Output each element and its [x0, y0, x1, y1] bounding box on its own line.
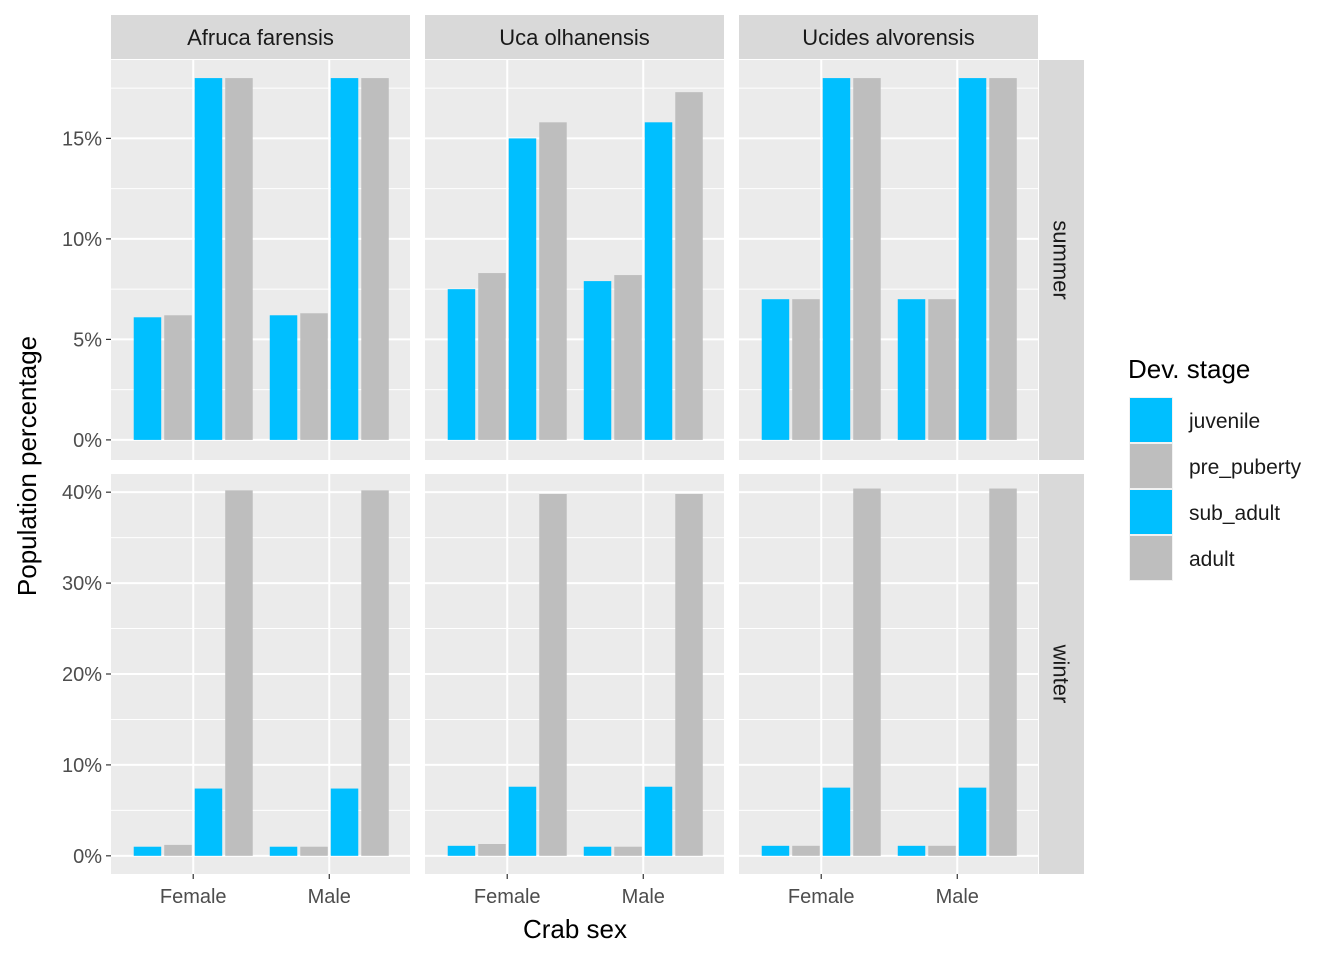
bar-pre-puberty-male: [300, 846, 328, 856]
bar-pre-puberty-male: [928, 845, 956, 856]
bar-pre-puberty-male: [614, 275, 642, 440]
bar-pre-puberty-female: [792, 845, 820, 856]
bar-juvenile-female: [761, 299, 790, 440]
strip-uca-olhanensis: [425, 15, 724, 59]
panel-summer-uca-olhanensis: [425, 60, 724, 460]
y-tick-label-winter-1: 10%: [62, 755, 102, 777]
y-tick-label-winter-0: 0%: [73, 846, 102, 868]
legend-title: Dev. stage: [1128, 354, 1250, 384]
y-tick-label-winter-2: 20%: [62, 664, 102, 686]
strip-ucides-alvorensis: [739, 15, 1038, 59]
bar-adult-male: [989, 488, 1017, 856]
bar-adult-female: [853, 78, 881, 440]
bar-pre-puberty-female: [478, 844, 506, 856]
strip-label-winter: winter: [1049, 644, 1074, 704]
bar-adult-female: [539, 494, 567, 856]
strip-label-uca-olhanensis: Uca olhanensis: [499, 25, 649, 50]
bar-pre-puberty-female: [164, 844, 192, 856]
bar-adult-male: [675, 92, 703, 440]
panel-winter-uca-olhanensis: [425, 474, 724, 874]
bar-adult-male: [989, 78, 1017, 440]
legend-label-pre-puberty: pre_puberty: [1189, 456, 1302, 479]
x-tick-label-female: Female: [160, 886, 227, 908]
bar-juvenile-male: [897, 299, 926, 440]
bar-juvenile-male: [583, 846, 612, 856]
bar-pre-puberty-female: [792, 299, 820, 440]
x-tick-label-male: Male: [936, 886, 979, 908]
strip-label-ucides-alvorensis: Ucides alvorensis: [802, 25, 974, 50]
panel-summer-ucides-alvorensis: [739, 60, 1038, 460]
bar-juvenile-female: [447, 289, 476, 440]
legend-swatch-juvenile: [1130, 398, 1172, 442]
x-tick-label-female: Female: [474, 886, 541, 908]
legend-swatch-pre-puberty: [1130, 444, 1172, 488]
bar-pre-puberty-female: [478, 273, 506, 440]
bar-juvenile-male: [897, 845, 926, 856]
bar-adult-female: [225, 78, 253, 440]
legend-label-juvenile: juvenile: [1188, 410, 1260, 433]
bar-juvenile-female: [133, 317, 162, 440]
bar-sub-adult-male: [644, 786, 673, 856]
bar-juvenile-female: [133, 846, 162, 856]
legend: Dev. stage juvenile pre_puberty sub_adulta…: [1128, 354, 1302, 581]
strip-afruca-farensis: [111, 15, 410, 59]
bar-sub-adult-female: [508, 138, 537, 440]
legend-label-adult: adult: [1189, 548, 1235, 571]
panel-winter-ucides-alvorensis: [739, 474, 1038, 874]
bar-sub-adult-female: [194, 788, 223, 856]
legend-label-sub-adult: sub_adult: [1189, 502, 1280, 525]
x-tick-label-female: Female: [788, 886, 855, 908]
y-tick-label-summer-3: 15%: [62, 128, 102, 150]
bar-pre-puberty-male: [928, 299, 956, 440]
x-tick-label-male: Male: [622, 886, 665, 908]
bar-sub-adult-male: [958, 787, 987, 856]
x-tick-label-male: Male: [308, 886, 351, 908]
strip-label-summer: summer: [1049, 220, 1074, 299]
bar-juvenile-male: [269, 315, 298, 440]
strip-winter: [1039, 474, 1084, 874]
bar-sub-adult-female: [508, 786, 537, 856]
bar-juvenile-male: [269, 846, 298, 856]
bar-pre-puberty-male: [300, 313, 328, 440]
bar-sub-adult-female: [822, 787, 851, 856]
panel-summer-afruca-farensis: [111, 60, 410, 460]
legend-swatch-sub-adult: [1130, 490, 1172, 534]
bar-sub-adult-female: [194, 78, 223, 440]
bar-pre-puberty-female: [164, 315, 192, 440]
strip-summer: [1039, 60, 1084, 460]
y-tick-label-summer-1: 5%: [73, 329, 102, 351]
bar-adult-male: [361, 78, 389, 440]
y-tick-label-winter-3: 30%: [62, 573, 102, 595]
panels-layer: Afruca farensis Uca olhanensis Ucides alvo…: [62, 15, 1084, 908]
y-tick-label-winter-4: 40%: [62, 482, 102, 504]
bar-sub-adult-female: [822, 78, 851, 440]
bar-pre-puberty-male: [614, 846, 642, 856]
bar-sub-adult-male: [330, 788, 359, 856]
bar-juvenile-female: [761, 845, 790, 856]
bar-adult-female: [853, 488, 881, 856]
x-axis-title: Crab sex: [523, 914, 627, 944]
legend-swatch-adult: [1130, 536, 1172, 580]
bar-sub-adult-male: [644, 122, 673, 440]
bar-sub-adult-male: [958, 78, 987, 440]
bar-juvenile-female: [447, 845, 476, 856]
bar-adult-male: [361, 490, 389, 856]
bar-juvenile-male: [583, 281, 612, 440]
y-axis-title: Population percentage: [12, 336, 42, 596]
bar-adult-female: [225, 490, 253, 856]
bar-adult-male: [675, 494, 703, 856]
panel-winter-afruca-farensis: [111, 474, 410, 874]
y-tick-label-summer-0: 0%: [73, 430, 102, 452]
strip-label-afruca-farensis: Afruca farensis: [187, 25, 334, 50]
bar-adult-female: [539, 122, 567, 440]
y-tick-label-summer-2: 10%: [62, 229, 102, 251]
bar-sub-adult-male: [330, 78, 359, 440]
